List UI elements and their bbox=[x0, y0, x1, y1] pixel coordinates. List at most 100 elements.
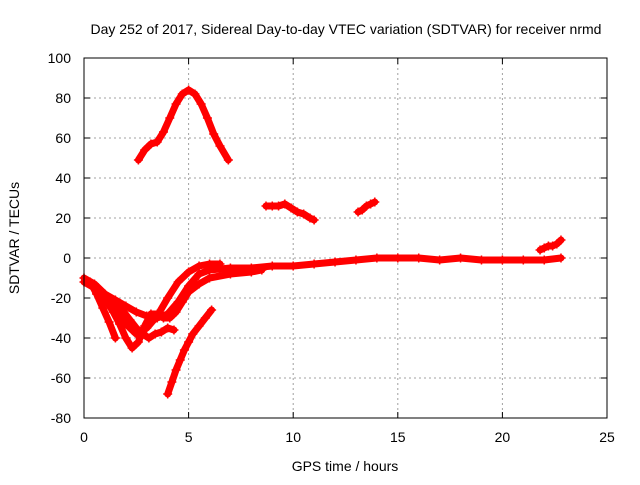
data-point bbox=[179, 345, 189, 355]
data-point bbox=[435, 255, 445, 265]
series-arc-mid-2 bbox=[353, 197, 380, 217]
data-point bbox=[108, 307, 118, 317]
series-arc-high-peak bbox=[133, 85, 233, 165]
data-point bbox=[171, 99, 181, 109]
data-point bbox=[556, 253, 566, 263]
data-point bbox=[169, 325, 179, 335]
grid bbox=[84, 58, 607, 418]
data-point bbox=[535, 245, 545, 255]
data-point bbox=[309, 215, 319, 225]
series-arc-low-3 bbox=[85, 277, 120, 343]
y-tick-label: 0 bbox=[63, 250, 71, 266]
data-point bbox=[131, 323, 141, 333]
data-point bbox=[215, 259, 225, 269]
data-point bbox=[98, 303, 108, 313]
data-point bbox=[163, 323, 173, 333]
data-point bbox=[115, 319, 125, 329]
data-point bbox=[539, 243, 549, 253]
data-point bbox=[163, 293, 173, 303]
series-arc-low-4 bbox=[106, 295, 179, 343]
data-point bbox=[177, 89, 187, 99]
data-point bbox=[414, 253, 424, 263]
plot-area bbox=[79, 85, 566, 399]
data-point bbox=[152, 137, 162, 147]
data-point bbox=[184, 287, 194, 297]
data-point bbox=[246, 267, 256, 277]
series-trace bbox=[134, 86, 232, 164]
data-point bbox=[127, 343, 137, 353]
y-axis-label: SDTVAR / TECUs bbox=[6, 182, 22, 294]
data-point bbox=[194, 321, 204, 331]
data-point bbox=[112, 301, 122, 311]
data-point bbox=[225, 269, 235, 279]
data-point bbox=[140, 321, 150, 331]
data-point bbox=[205, 259, 215, 269]
y-tick-label: 80 bbox=[55, 90, 71, 106]
data-point bbox=[207, 305, 217, 315]
data-point bbox=[138, 329, 148, 339]
data-point bbox=[309, 259, 319, 269]
plot-frame bbox=[83, 57, 608, 419]
data-point bbox=[539, 255, 549, 265]
data-point bbox=[121, 333, 131, 343]
series-arc-mid-1 bbox=[261, 199, 319, 225]
data-point bbox=[104, 317, 114, 327]
data-point bbox=[370, 197, 380, 207]
data-point bbox=[177, 297, 187, 307]
data-point bbox=[476, 255, 486, 265]
y-tick-label: 20 bbox=[55, 210, 71, 226]
series-trace bbox=[97, 266, 266, 352]
data-point bbox=[106, 295, 116, 305]
data-point bbox=[190, 89, 200, 99]
data-point bbox=[357, 205, 367, 215]
axis-ticks: 0 5 10 15 20 25 -80 -60 -40 -20 0 20 40 60 80 100 bbox=[48, 50, 615, 445]
x-tick-label: 10 bbox=[285, 429, 301, 445]
series-arc-low-2 bbox=[96, 265, 267, 353]
data-point bbox=[85, 277, 95, 287]
data-point bbox=[184, 337, 194, 347]
data-point bbox=[119, 307, 129, 317]
data-point bbox=[175, 355, 185, 365]
y-tick-label: 60 bbox=[55, 130, 71, 146]
y-tick-label: 100 bbox=[48, 50, 72, 66]
y-tick-label: -60 bbox=[51, 370, 71, 386]
data-point bbox=[305, 213, 315, 223]
data-point bbox=[292, 207, 302, 217]
data-point bbox=[196, 99, 206, 109]
data-point bbox=[194, 279, 204, 289]
x-axis-label: GPS time / hours bbox=[292, 458, 399, 474]
data-point bbox=[184, 267, 194, 277]
data-point bbox=[280, 199, 290, 209]
data-point bbox=[361, 201, 371, 211]
y-tick-label: -80 bbox=[51, 410, 71, 426]
data-point bbox=[274, 201, 284, 211]
data-point bbox=[518, 255, 528, 265]
data-point bbox=[353, 207, 363, 217]
data-point bbox=[131, 307, 141, 317]
series-arc-end bbox=[535, 235, 566, 255]
data-point bbox=[146, 139, 156, 149]
y-tick-label: -40 bbox=[51, 330, 71, 346]
data-point bbox=[110, 333, 120, 343]
data-point bbox=[156, 327, 166, 337]
y-tick-label: 40 bbox=[55, 170, 71, 186]
data-point bbox=[194, 261, 204, 271]
data-point bbox=[366, 199, 376, 209]
data-point bbox=[150, 329, 160, 339]
data-point bbox=[163, 389, 173, 399]
data-point bbox=[202, 113, 212, 123]
data-point bbox=[205, 273, 215, 283]
data-point bbox=[456, 253, 466, 263]
data-point bbox=[288, 261, 298, 271]
data-point bbox=[372, 253, 382, 263]
data-point bbox=[165, 113, 175, 123]
data-point bbox=[144, 333, 154, 343]
data-point bbox=[173, 277, 183, 287]
data-point bbox=[167, 377, 177, 387]
series-arc-deep bbox=[163, 305, 217, 399]
x-tick-label: 0 bbox=[80, 429, 88, 445]
data-point bbox=[209, 129, 219, 139]
data-point bbox=[548, 241, 558, 251]
